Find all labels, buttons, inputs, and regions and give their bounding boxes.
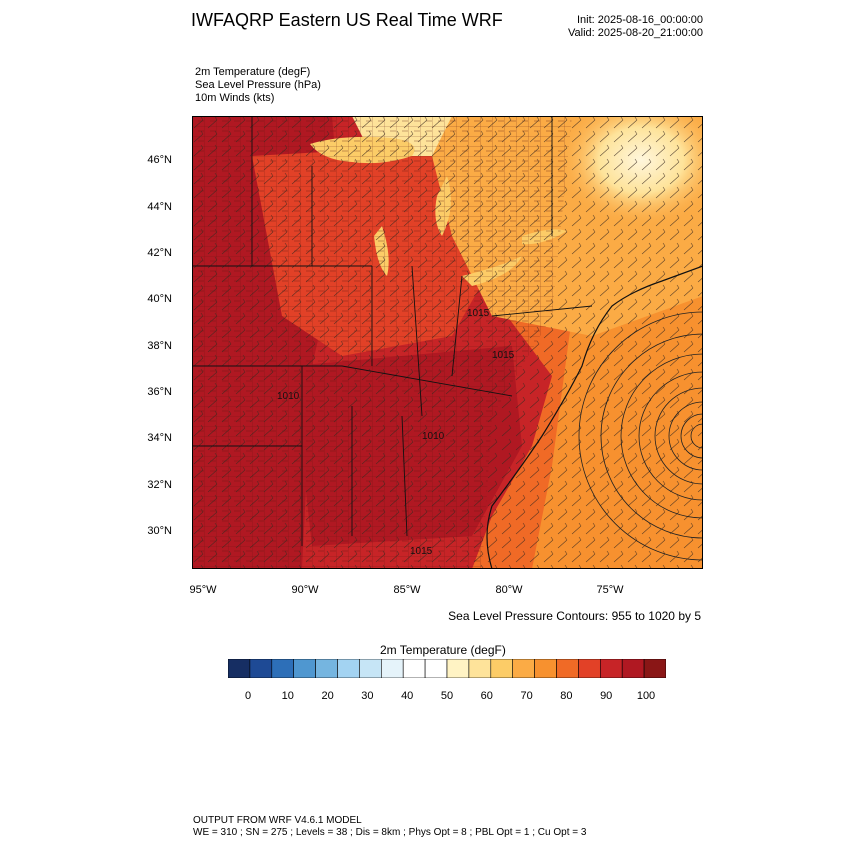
contour-label: 1015 — [467, 308, 490, 319]
time-info: Init: 2025-08-16_00:00:00 Valid: 2025-08… — [568, 14, 703, 40]
colorbar-swatch — [578, 659, 601, 678]
colorbar-swatch — [621, 659, 645, 678]
colorbar-swatch — [556, 659, 579, 678]
footer-line2: WE = 310 ; SN = 275 ; Levels = 38 ; Dis … — [193, 827, 587, 838]
colorbar-swatch — [446, 659, 470, 678]
lon-label: 95°W — [189, 584, 217, 596]
colorbar-label: 0 — [244, 690, 252, 702]
colorbar-swatch — [271, 659, 294, 678]
colorbar-swatch — [512, 659, 535, 678]
contour-note: Sea Level Pressure Contours: 955 to 1020… — [448, 609, 701, 623]
field-winds: 10m Winds (kts) — [195, 92, 275, 104]
init-time: Init: 2025-08-16_00:00:00 — [577, 14, 703, 26]
lon-label: 85°W — [393, 584, 421, 596]
colorbar-title: 2m Temperature (degF) — [380, 643, 506, 657]
colorbar-swatch — [490, 659, 513, 678]
lon-label: 90°W — [291, 584, 319, 596]
colorbar-swatch — [534, 659, 557, 678]
colorbar-swatch — [293, 659, 316, 678]
contour-label: 1010 — [422, 431, 445, 442]
colorbar-swatch — [381, 659, 404, 678]
field-temperature: 2m Temperature (degF) — [195, 66, 311, 78]
footer: OUTPUT FROM WRF V4.6.1 MODEL WE = 310 ; … — [193, 815, 586, 839]
colorbar-label: 10 — [281, 690, 294, 702]
contour-label: 1015 — [410, 546, 433, 557]
colorbar — [228, 659, 666, 678]
lat-label: 36°N — [147, 386, 172, 398]
field-list: 2m Temperature (degF) Sea Level Pressure… — [195, 66, 321, 105]
lon-label: 80°W — [495, 584, 523, 596]
footer-line1: OUTPUT FROM WRF V4.6.1 MODEL — [193, 815, 362, 826]
plot-title: IWFAQRP Eastern US Real Time WRF — [191, 10, 503, 30]
colorbar-label: 90 — [600, 690, 613, 702]
temperature-map: 1015 1015 1010 1010 1015 — [192, 116, 703, 569]
lat-label: 46°N — [147, 154, 172, 166]
colorbar-swatch — [337, 659, 360, 678]
lat-label: 38°N — [147, 340, 172, 352]
contour-label: 1010 — [277, 391, 300, 402]
colorbar-swatch — [599, 659, 623, 678]
colorbar-swatch — [228, 659, 251, 678]
colorbar-swatch — [468, 659, 492, 678]
valid-time: Valid: 2025-08-20_21:00:00 — [568, 27, 703, 39]
colorbar-swatch — [643, 659, 666, 678]
colorbar-label: 50 — [440, 690, 454, 702]
colorbar-label: 100 — [636, 690, 656, 702]
lon-label: 75°W — [596, 584, 624, 596]
colorbar-label: 20 — [321, 690, 334, 702]
colorbar-swatch — [249, 659, 273, 678]
colorbar-label: 40 — [401, 690, 414, 702]
colorbar-swatch — [315, 659, 338, 678]
colorbar-swatch — [359, 659, 382, 678]
colorbar-swatch — [402, 659, 426, 678]
lat-label: 40°N — [147, 293, 172, 305]
lat-label: 44°N — [147, 201, 172, 213]
lat-label: 34°N — [147, 432, 172, 444]
colorbar-label: 70 — [520, 690, 533, 702]
lat-label: 30°N — [147, 525, 172, 537]
lat-label: 32°N — [147, 479, 172, 491]
colorbar-swatch — [424, 659, 448, 678]
colorbar-label: 60 — [480, 690, 493, 702]
contour-label: 1015 — [492, 350, 515, 361]
field-pressure: Sea Level Pressure (hPa) — [195, 79, 321, 91]
lat-label: 42°N — [147, 247, 172, 259]
colorbar-label: 80 — [560, 690, 573, 702]
colorbar-label: 30 — [361, 690, 374, 702]
